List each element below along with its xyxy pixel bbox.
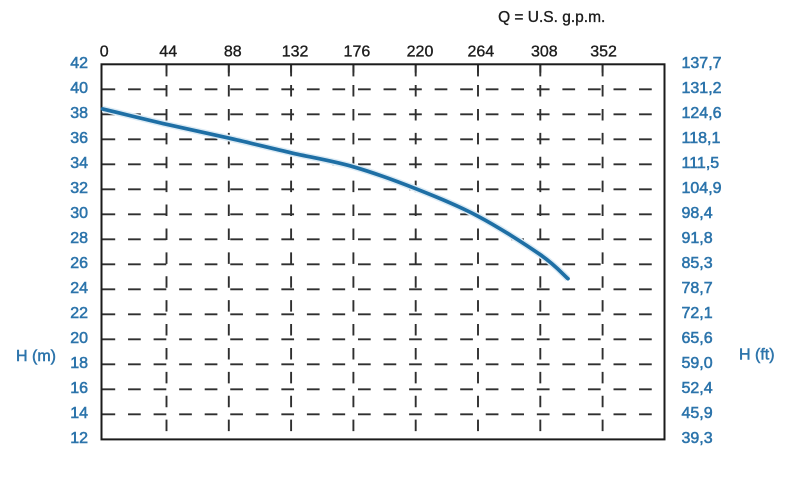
svg-text:32: 32 bbox=[70, 180, 88, 197]
svg-text:45,9: 45,9 bbox=[682, 405, 713, 422]
svg-text:104,9: 104,9 bbox=[682, 180, 722, 197]
svg-text:176: 176 bbox=[344, 44, 371, 61]
svg-text:78,7: 78,7 bbox=[682, 280, 713, 297]
svg-text:H (ft): H (ft) bbox=[739, 347, 775, 364]
svg-text:131,2: 131,2 bbox=[682, 80, 722, 97]
svg-text:36: 36 bbox=[70, 130, 88, 147]
svg-text:12: 12 bbox=[70, 430, 88, 447]
svg-text:220: 220 bbox=[407, 44, 434, 61]
svg-text:28: 28 bbox=[70, 230, 88, 247]
svg-text:24: 24 bbox=[70, 280, 88, 297]
svg-text:98,4: 98,4 bbox=[682, 205, 713, 222]
svg-text:59,0: 59,0 bbox=[682, 355, 713, 372]
svg-text:39,3: 39,3 bbox=[682, 430, 713, 447]
svg-text:0: 0 bbox=[100, 44, 109, 61]
svg-text:137,7: 137,7 bbox=[682, 55, 722, 72]
svg-text:88: 88 bbox=[224, 44, 242, 61]
svg-text:H (m): H (m) bbox=[16, 348, 56, 365]
svg-text:20: 20 bbox=[70, 330, 88, 347]
svg-text:111,5: 111,5 bbox=[682, 155, 720, 172]
svg-text:26: 26 bbox=[70, 255, 88, 272]
svg-text:72,1: 72,1 bbox=[682, 305, 713, 322]
svg-text:352: 352 bbox=[590, 44, 617, 61]
svg-text:38: 38 bbox=[70, 105, 88, 122]
svg-text:18: 18 bbox=[70, 355, 88, 372]
svg-text:22: 22 bbox=[70, 305, 88, 322]
svg-text:Q = U.S. g.p.m.: Q = U.S. g.p.m. bbox=[498, 9, 605, 26]
svg-text:91,8: 91,8 bbox=[682, 230, 713, 247]
svg-text:34: 34 bbox=[70, 155, 88, 172]
svg-text:52,4: 52,4 bbox=[682, 380, 713, 397]
svg-text:85,3: 85,3 bbox=[682, 255, 713, 272]
svg-text:14: 14 bbox=[70, 405, 88, 422]
svg-text:40: 40 bbox=[70, 80, 88, 97]
svg-text:44: 44 bbox=[159, 44, 177, 61]
svg-text:42: 42 bbox=[70, 55, 88, 72]
svg-text:132: 132 bbox=[282, 44, 309, 61]
svg-text:308: 308 bbox=[531, 44, 558, 61]
svg-text:16: 16 bbox=[70, 380, 88, 397]
svg-text:264: 264 bbox=[467, 44, 494, 61]
svg-text:118,1: 118,1 bbox=[682, 130, 721, 147]
svg-text:65,6: 65,6 bbox=[682, 330, 713, 347]
svg-text:30: 30 bbox=[70, 205, 88, 222]
svg-text:124,6: 124,6 bbox=[682, 105, 722, 122]
